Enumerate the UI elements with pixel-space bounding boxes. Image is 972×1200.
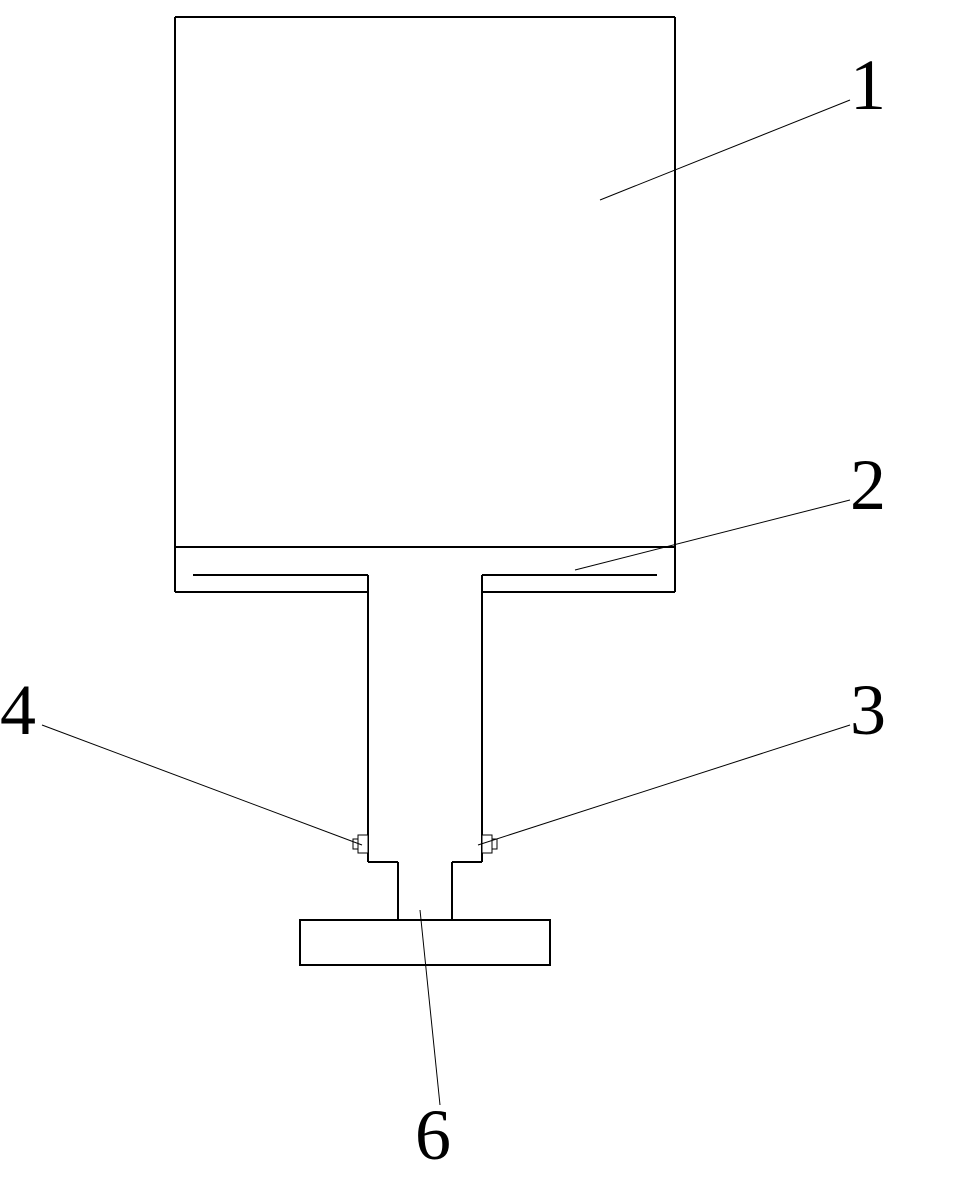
label-6: 6 — [415, 1095, 451, 1175]
label-2: 2 — [850, 445, 886, 525]
technical-diagram: 1 2 3 4 6 — [0, 0, 972, 1195]
label-4: 4 — [0, 670, 36, 750]
diagram-svg: 1 2 3 4 6 — [0, 0, 972, 1195]
label-3: 3 — [850, 670, 886, 750]
label-1: 1 — [850, 45, 886, 125]
